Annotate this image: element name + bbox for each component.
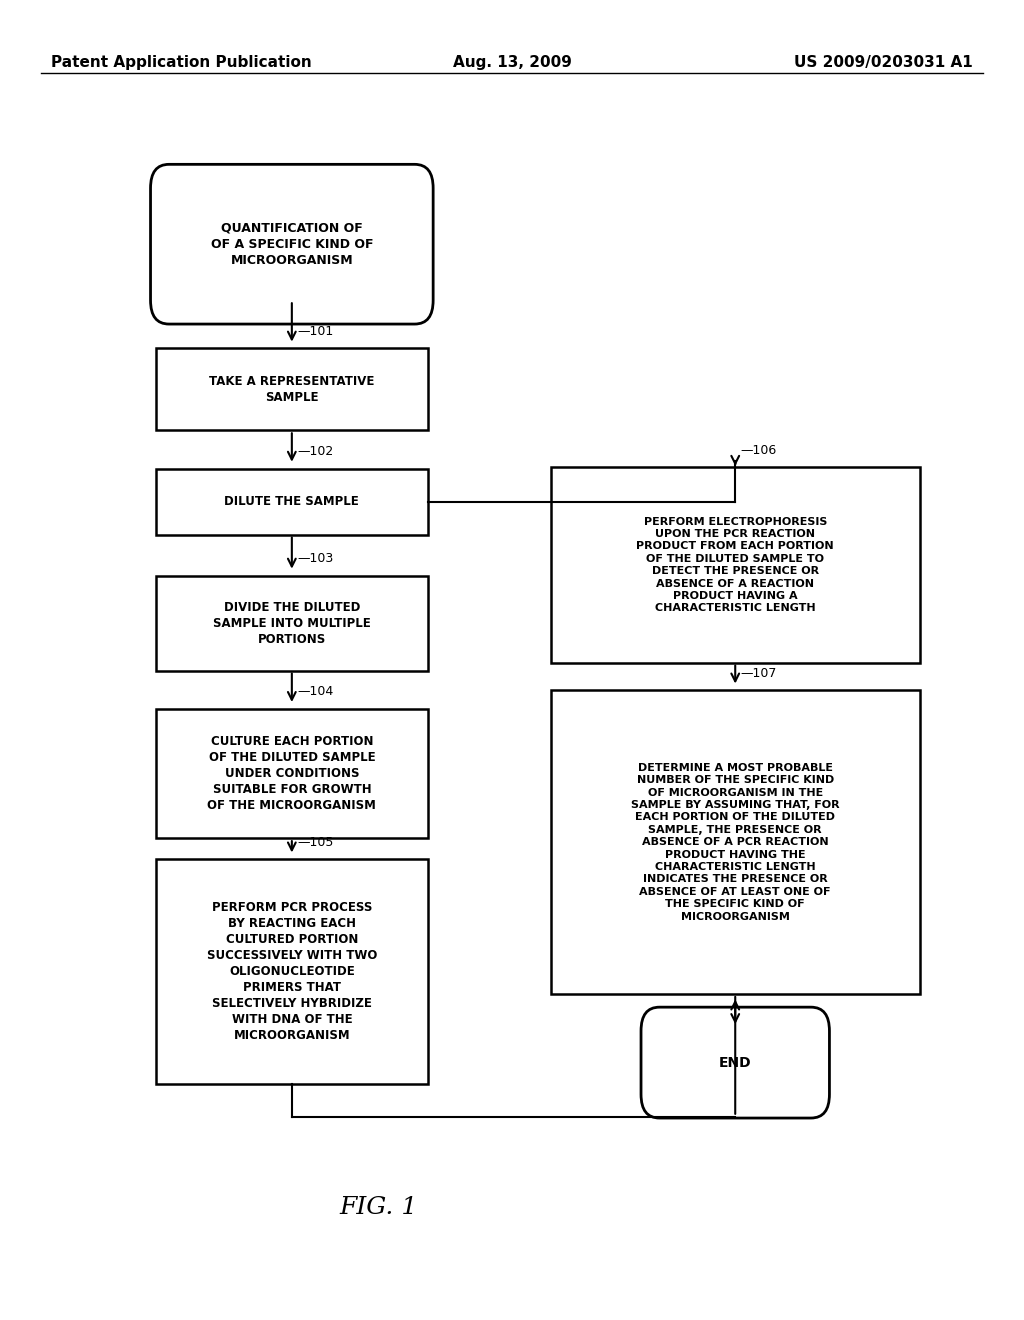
FancyBboxPatch shape: [151, 165, 433, 325]
Text: END: END: [719, 1056, 752, 1069]
Text: TAKE A REPRESENTATIVE
SAMPLE: TAKE A REPRESENTATIVE SAMPLE: [209, 375, 375, 404]
Text: US 2009/0203031 A1: US 2009/0203031 A1: [794, 54, 973, 70]
Text: CULTURE EACH PORTION
OF THE DILUTED SAMPLE
UNDER CONDITIONS
SUITABLE FOR GROWTH
: CULTURE EACH PORTION OF THE DILUTED SAMP…: [208, 735, 376, 812]
Text: QUANTIFICATION OF
OF A SPECIFIC KIND OF
MICROORGANISM: QUANTIFICATION OF OF A SPECIFIC KIND OF …: [211, 222, 373, 267]
Text: DETERMINE A MOST PROBABLE
NUMBER OF THE SPECIFIC KIND
OF MICROORGANISM IN THE
SA: DETERMINE A MOST PROBABLE NUMBER OF THE …: [631, 763, 840, 921]
FancyBboxPatch shape: [641, 1007, 829, 1118]
Text: —104: —104: [297, 685, 333, 698]
Bar: [156, 576, 428, 671]
Bar: [156, 348, 428, 430]
Text: —101: —101: [297, 325, 333, 338]
Bar: [156, 469, 428, 535]
Text: PERFORM PCR PROCESS
BY REACTING EACH
CULTURED PORTION
SUCCESSIVELY WITH TWO
OLIG: PERFORM PCR PROCESS BY REACTING EACH CUL…: [207, 902, 377, 1041]
Bar: [551, 690, 920, 994]
Text: —103: —103: [297, 552, 333, 565]
Text: PERFORM ELECTROPHORESIS
UPON THE PCR REACTION
PRODUCT FROM EACH PORTION
OF THE D: PERFORM ELECTROPHORESIS UPON THE PCR REA…: [637, 516, 834, 614]
Text: —105: —105: [297, 836, 334, 849]
Text: Patent Application Publication: Patent Application Publication: [51, 54, 312, 70]
Text: —106: —106: [740, 444, 776, 457]
Text: —102: —102: [297, 445, 333, 458]
Text: Aug. 13, 2009: Aug. 13, 2009: [453, 54, 571, 70]
Text: DILUTE THE SAMPLE: DILUTE THE SAMPLE: [224, 495, 359, 508]
Bar: [156, 709, 428, 838]
Text: FIG. 1: FIG. 1: [340, 1196, 418, 1220]
Text: —107: —107: [740, 667, 777, 680]
Text: DIVIDE THE DILUTED
SAMPLE INTO MULTIPLE
PORTIONS: DIVIDE THE DILUTED SAMPLE INTO MULTIPLE …: [213, 601, 371, 645]
Bar: [551, 467, 920, 663]
Bar: [156, 859, 428, 1084]
